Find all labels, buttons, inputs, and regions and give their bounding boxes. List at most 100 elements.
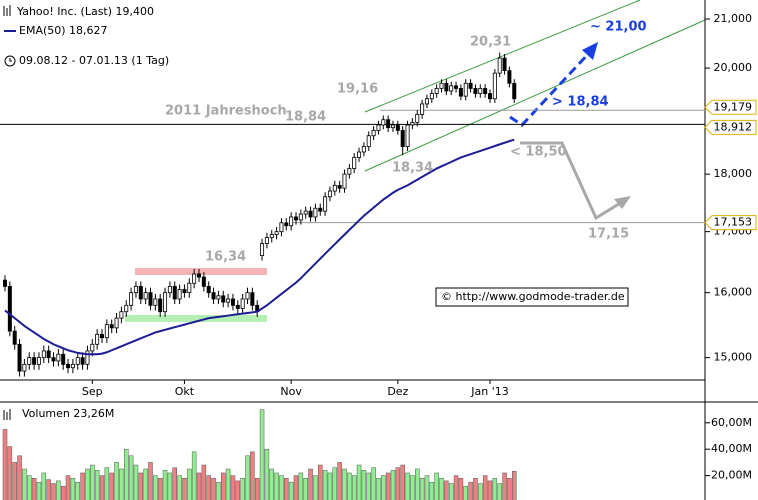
volume-bar bbox=[60, 485, 66, 500]
volume-bar bbox=[216, 481, 221, 500]
volume-bar bbox=[322, 470, 328, 500]
volume-bar bbox=[90, 464, 95, 500]
volume-bar bbox=[332, 467, 338, 500]
volume-bar bbox=[172, 467, 177, 500]
volume-bar bbox=[264, 448, 270, 500]
candle-body bbox=[100, 333, 105, 339]
candle-body bbox=[357, 151, 362, 158]
volume-bar bbox=[143, 468, 148, 500]
volume-bar bbox=[148, 462, 153, 500]
y-tick-label: 18,000 bbox=[714, 167, 753, 180]
candle-body bbox=[75, 357, 80, 365]
candle-body bbox=[17, 343, 22, 372]
volume-bar bbox=[22, 468, 27, 500]
volume-bar bbox=[167, 472, 173, 500]
x-tick-label: Dez bbox=[387, 385, 408, 398]
credit: © http://www.godmode-trader.de bbox=[441, 290, 625, 303]
candle-body bbox=[163, 292, 168, 313]
volume-bar bbox=[313, 475, 318, 500]
candle-body bbox=[298, 213, 303, 221]
candle-body bbox=[230, 298, 235, 306]
volume-bar bbox=[415, 468, 420, 500]
channel-upper bbox=[364, 0, 641, 113]
annotation: 2011 Jahreshoch bbox=[165, 104, 287, 119]
volume-bar bbox=[502, 472, 507, 500]
alt-arrow bbox=[520, 141, 623, 221]
volume-bar bbox=[41, 472, 47, 500]
volume-bar bbox=[385, 472, 391, 500]
candle-body bbox=[211, 292, 216, 300]
volume-bar bbox=[288, 481, 294, 500]
volume-bar bbox=[284, 477, 289, 500]
candle-body bbox=[129, 292, 134, 306]
candle-body bbox=[85, 350, 90, 365]
candle-body bbox=[352, 157, 357, 169]
alt-arrow-head bbox=[614, 196, 631, 209]
volume-bar bbox=[512, 471, 517, 500]
icon bbox=[3, 409, 11, 420]
volume-bar bbox=[458, 477, 464, 500]
candle-body bbox=[172, 285, 177, 300]
volume-bar bbox=[250, 451, 255, 500]
candle-body bbox=[235, 304, 240, 309]
volume-bar bbox=[225, 468, 231, 500]
volume-bar bbox=[400, 464, 405, 500]
candle-body bbox=[46, 350, 51, 359]
candle-body bbox=[410, 121, 415, 126]
volume-bar bbox=[31, 477, 37, 500]
volume-bar bbox=[153, 475, 158, 500]
volume-bar bbox=[65, 475, 71, 500]
candle-body bbox=[318, 207, 323, 212]
candle-body bbox=[51, 357, 56, 362]
candle-body bbox=[119, 311, 124, 319]
y-tick-label: 60,00M bbox=[711, 416, 752, 429]
y-tick-label: 20,00M bbox=[711, 469, 752, 482]
candle-body bbox=[337, 184, 342, 189]
candle-body bbox=[502, 57, 507, 72]
candle-body bbox=[332, 184, 337, 192]
level-marker bbox=[704, 215, 757, 231]
icon bbox=[3, 5, 11, 16]
annotation: ~ 21,00 bbox=[590, 20, 647, 35]
candle-body bbox=[313, 207, 318, 218]
candle-body bbox=[303, 210, 308, 215]
y-tick-label: 15,000 bbox=[714, 351, 753, 364]
candle-body bbox=[376, 124, 381, 131]
candle-body bbox=[226, 298, 231, 303]
volume-bar bbox=[46, 479, 51, 500]
volume-bar bbox=[439, 477, 444, 500]
candle-body bbox=[420, 103, 425, 115]
volume-bar bbox=[507, 477, 512, 500]
volume-bar bbox=[347, 472, 352, 500]
volume-bar bbox=[12, 462, 17, 500]
candle-body bbox=[182, 289, 187, 294]
volume-bar bbox=[162, 470, 168, 500]
level-label: 19,179 bbox=[714, 100, 753, 113]
y-tick-label: 21,000 bbox=[714, 12, 753, 25]
candle-body bbox=[449, 85, 454, 92]
candle-body bbox=[415, 114, 420, 123]
volume-bar bbox=[128, 455, 134, 500]
candle-body bbox=[138, 285, 143, 300]
volume-bar bbox=[327, 472, 333, 500]
support-band bbox=[125, 315, 267, 322]
candle-body bbox=[386, 119, 391, 129]
candle-body bbox=[434, 88, 439, 94]
volume-bar bbox=[478, 483, 483, 500]
ema-line bbox=[4, 138, 515, 356]
volume-bar bbox=[245, 455, 250, 500]
annotation: 17,15 bbox=[588, 227, 629, 242]
candle-body bbox=[90, 343, 95, 352]
candle-body bbox=[41, 350, 46, 359]
credit-box bbox=[435, 287, 629, 307]
candle-body bbox=[196, 273, 201, 278]
candle-body bbox=[22, 363, 27, 372]
candle-body bbox=[279, 222, 284, 233]
candle-body bbox=[245, 292, 250, 300]
candle-body bbox=[487, 93, 492, 100]
volume-bar bbox=[492, 477, 498, 500]
candle-body bbox=[167, 285, 172, 294]
volume-bar bbox=[235, 480, 241, 500]
volume-bar bbox=[376, 477, 381, 500]
